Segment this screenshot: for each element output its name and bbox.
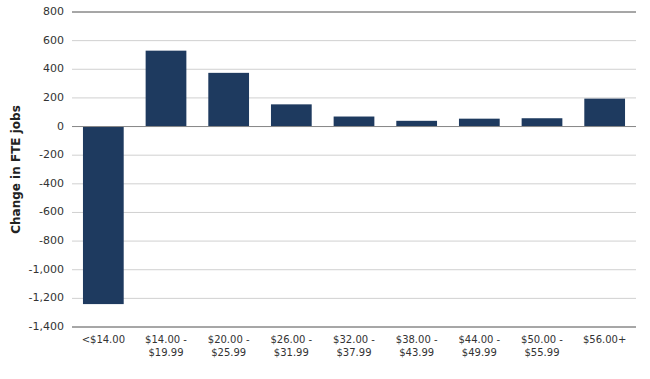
bar [271, 104, 312, 126]
x-tick-label: $14.00 - $19.99 [145, 334, 187, 358]
grid-line [72, 126, 636, 127]
x-tick-label: $32.00 - $37.99 [333, 334, 375, 358]
grid-line [72, 40, 636, 41]
x-tick-label-line: $38.00 - [396, 334, 438, 345]
x-tick-label-line: $49.99 [462, 347, 497, 358]
grid [72, 12, 636, 327]
x-tick-label: $56.00+ [583, 334, 626, 345]
x-tick-label: $44.00 - $49.99 [458, 334, 500, 358]
x-tick-label-line: <$14.00 [82, 334, 125, 345]
grid-line [72, 183, 636, 184]
y-tick-label: 200 [43, 91, 64, 104]
bar [146, 51, 187, 127]
grid-line [72, 241, 636, 242]
bar [584, 99, 625, 127]
x-tick-label-line: $37.99 [337, 347, 372, 358]
x-tick-label-line: $50.00 - [521, 334, 563, 345]
top-border [72, 12, 636, 13]
x-tick-label-line: $19.99 [149, 347, 184, 358]
bar [334, 117, 375, 127]
grid-line [72, 269, 636, 270]
x-tick-label-line: $43.99 [399, 347, 434, 358]
grid-line [72, 12, 636, 13]
grid-line [72, 212, 636, 213]
y-tick-label: 400 [43, 62, 64, 75]
bar [459, 119, 500, 127]
x-tick-label-line: $26.00 - [270, 334, 312, 345]
y-tick-label: 0 [57, 120, 64, 133]
x-tick-label-line: $32.00 - [333, 334, 375, 345]
grid-line [72, 298, 636, 299]
x-tick-label-line: $25.99 [211, 347, 246, 358]
y-tick-label: -600 [39, 205, 64, 218]
bar [522, 118, 563, 126]
chart: -1,400 -1,200 -1,000 -800 -600 -400 -200 0 200 40… [0, 0, 650, 379]
y-tick-label: -200 [39, 148, 64, 161]
x-tick-label: $20.00 - $25.99 [208, 334, 250, 358]
zero-line [72, 126, 636, 127]
x-tick-label-line: $31.99 [274, 347, 309, 358]
bars [83, 51, 625, 304]
x-tick-label-line: $20.00 - [208, 334, 250, 345]
x-ticks: <$14.00 $14.00 - $19.99 $20.00 - $25.99 $26.0… [82, 334, 627, 358]
bar [208, 73, 249, 127]
y-tick-label: 800 [43, 5, 64, 18]
x-tick-label-line: $55.99 [525, 347, 560, 358]
grid-line [72, 155, 636, 156]
chart-container: -1,400 -1,200 -1,000 -800 -600 -400 -200 0 200 40… [0, 0, 650, 379]
grid-line [72, 327, 636, 328]
x-tick-label-line: $14.00 - [145, 334, 187, 345]
x-tick-label: <$14.00 [82, 334, 125, 345]
y-tick-label: -400 [39, 177, 64, 190]
x-tick-label-line: $56.00+ [583, 334, 626, 345]
y-tick-label: -1,000 [29, 263, 64, 276]
y-axis-label: Change in FTE jobs [9, 105, 23, 234]
y-tick-label: 600 [43, 34, 64, 47]
bar [396, 121, 437, 127]
x-tick-label: $50.00 - $55.99 [521, 334, 563, 358]
bar [83, 127, 124, 305]
y-ticks: -1,400 -1,200 -1,000 -800 -600 -400 -200 0 200 40… [29, 5, 64, 333]
y-tick-label: -800 [39, 234, 64, 247]
y-tick-label: -1,400 [29, 320, 64, 333]
y-tick-label: -1,200 [29, 291, 64, 304]
x-tick-label: $38.00 - $43.99 [396, 334, 438, 358]
x-axis-line [72, 327, 636, 328]
x-tick-label-line: $44.00 - [458, 334, 500, 345]
x-tick-label: $26.00 - $31.99 [270, 334, 312, 358]
